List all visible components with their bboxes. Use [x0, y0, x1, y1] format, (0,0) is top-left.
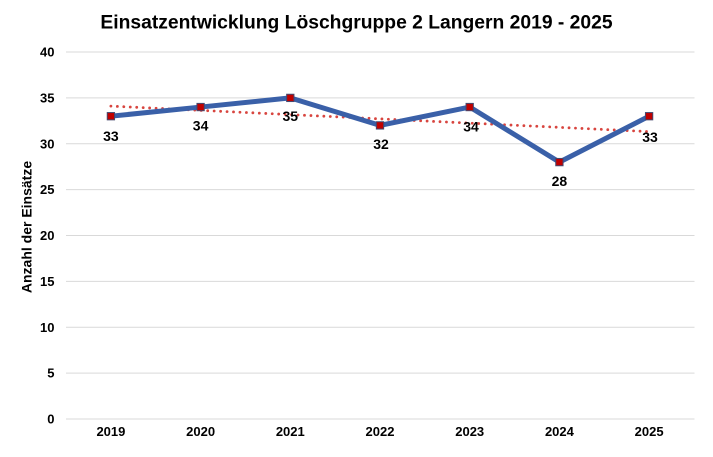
svg-text:2021: 2021 [276, 424, 305, 439]
svg-text:35: 35 [283, 108, 299, 124]
svg-text:32: 32 [373, 136, 389, 152]
svg-text:15: 15 [40, 274, 54, 289]
svg-text:35: 35 [40, 91, 54, 106]
svg-text:30: 30 [40, 136, 54, 151]
svg-text:33: 33 [642, 129, 658, 145]
svg-text:Einsatzentwicklung Löschgruppe: Einsatzentwicklung Löschgruppe 2 Langern… [100, 12, 612, 33]
svg-text:2025: 2025 [635, 424, 664, 439]
svg-text:2020: 2020 [186, 424, 215, 439]
svg-text:5: 5 [47, 366, 54, 381]
svg-text:20: 20 [40, 228, 54, 243]
svg-text:2023: 2023 [455, 424, 484, 439]
svg-text:Anzahl der Einsätze: Anzahl der Einsätze [19, 161, 35, 293]
svg-text:34: 34 [463, 119, 479, 135]
svg-text:40: 40 [40, 45, 54, 60]
svg-text:28: 28 [552, 173, 568, 189]
svg-text:2022: 2022 [366, 424, 395, 439]
svg-text:0: 0 [47, 412, 54, 427]
svg-text:25: 25 [40, 182, 54, 197]
svg-text:33: 33 [103, 128, 119, 144]
svg-text:2019: 2019 [96, 424, 125, 439]
svg-text:10: 10 [40, 320, 54, 335]
svg-text:34: 34 [193, 118, 209, 134]
svg-text:2024: 2024 [545, 424, 575, 439]
